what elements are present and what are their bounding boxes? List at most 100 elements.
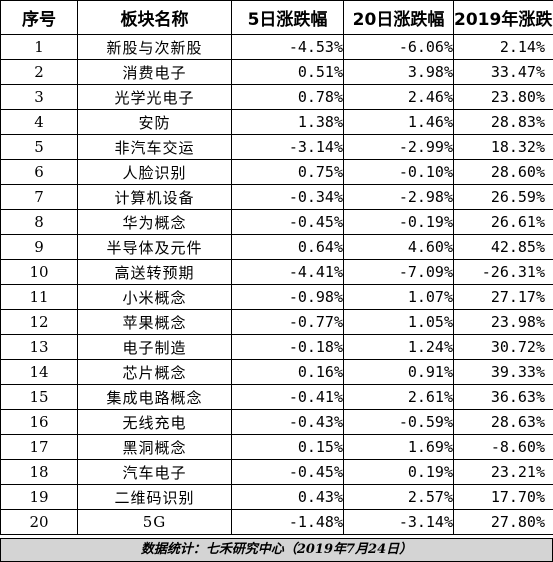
change-5day-cell: 0.15% <box>231 434 344 460</box>
sector-name-cell: 新股与次新股 <box>77 34 232 60</box>
change-5day-cell: -3.14% <box>231 134 344 160</box>
table-row: 6 人脸识别 0.75% -0.10% 28.60% <box>0 159 553 185</box>
row-index-cell: 5 <box>0 134 78 160</box>
change-5day-cell: -4.41% <box>231 259 344 285</box>
table-row: 5 非汽车交运 -3.14% -2.99% 18.32% <box>0 134 553 160</box>
row-index-cell: 10 <box>0 259 78 285</box>
sector-name-cell: 计算机设备 <box>77 184 232 210</box>
row-index-cell: 1 <box>0 34 78 60</box>
change-5day-cell: -0.18% <box>231 334 344 360</box>
header-2019-change: 2019年涨跌幅 <box>453 0 553 35</box>
change-20day-cell: -0.19% <box>343 209 454 235</box>
sector-name-cell: 华为概念 <box>77 209 232 235</box>
change-5day-cell: -0.98% <box>231 284 344 310</box>
change-5day-cell: 1.38% <box>231 109 344 135</box>
sector-name-cell: 5G <box>77 509 232 535</box>
header-20day-change: 20日涨跌幅 <box>343 0 454 35</box>
table-row: 3 光学光电子 0.78% 2.46% 23.80% <box>0 84 553 110</box>
row-index-cell: 12 <box>0 309 78 335</box>
change-2019-cell: 18.32% <box>453 134 553 160</box>
change-2019-cell: 23.21% <box>453 459 553 485</box>
change-2019-cell: 39.33% <box>453 359 553 385</box>
table-body: 1 新股与次新股 -4.53% -6.06% 2.14% 2 消费电子 0.51% 3.98% 3… <box>0 34 553 535</box>
change-20day-cell: -6.06% <box>343 34 454 60</box>
change-20day-cell: -0.10% <box>343 159 454 185</box>
sector-name-cell: 集成电路概念 <box>77 384 232 410</box>
change-5day-cell: 0.16% <box>231 359 344 385</box>
sector-name-cell: 高送转预期 <box>77 259 232 285</box>
row-index-cell: 8 <box>0 209 78 235</box>
table-row: 12 苹果概念 -0.77% 1.05% 23.98% <box>0 309 553 335</box>
change-20day-cell: 0.19% <box>343 459 454 485</box>
table-row: 9 半导体及元件 0.64% 4.60% 42.85% <box>0 234 553 260</box>
sector-name-cell: 安防 <box>77 109 232 135</box>
row-index-cell: 19 <box>0 484 78 510</box>
change-5day-cell: -4.53% <box>231 34 344 60</box>
table-row: 8 华为概念 -0.45% -0.19% 26.61% <box>0 209 553 235</box>
table-row: 10 高送转预期 -4.41% -7.09% -26.31% <box>0 259 553 285</box>
change-2019-cell: 26.61% <box>453 209 553 235</box>
change-2019-cell: 17.70% <box>453 484 553 510</box>
change-2019-cell: 42.85% <box>453 234 553 260</box>
change-2019-cell: 28.83% <box>453 109 553 135</box>
row-index-cell: 11 <box>0 284 78 310</box>
row-index-cell: 6 <box>0 159 78 185</box>
change-2019-cell: 28.60% <box>453 159 553 185</box>
row-index-cell: 15 <box>0 384 78 410</box>
header-index: 序号 <box>0 0 78 35</box>
change-5day-cell: -0.77% <box>231 309 344 335</box>
table-row: 1 新股与次新股 -4.53% -6.06% 2.14% <box>0 34 553 60</box>
sector-name-cell: 小米概念 <box>77 284 232 310</box>
row-index-cell: 13 <box>0 334 78 360</box>
sector-name-cell: 无线充电 <box>77 409 232 435</box>
change-2019-cell: -8.60% <box>453 434 553 460</box>
change-20day-cell: 2.57% <box>343 484 454 510</box>
sector-name-cell: 芯片概念 <box>77 359 232 385</box>
sector-name-cell: 人脸识别 <box>77 159 232 185</box>
table-row: 7 计算机设备 -0.34% -2.98% 26.59% <box>0 184 553 210</box>
change-5day-cell: 0.75% <box>231 159 344 185</box>
change-2019-cell: 33.47% <box>453 59 553 85</box>
sector-name-cell: 苹果概念 <box>77 309 232 335</box>
change-5day-cell: -0.45% <box>231 209 344 235</box>
sector-name-cell: 汽车电子 <box>77 459 232 485</box>
change-20day-cell: -2.99% <box>343 134 454 160</box>
change-20day-cell: 2.46% <box>343 84 454 110</box>
change-2019-cell: 27.17% <box>453 284 553 310</box>
change-5day-cell: 0.43% <box>231 484 344 510</box>
change-20day-cell: 1.24% <box>343 334 454 360</box>
change-5day-cell: -0.34% <box>231 184 344 210</box>
row-index-cell: 16 <box>0 409 78 435</box>
change-2019-cell: 26.59% <box>453 184 553 210</box>
change-20day-cell: -2.98% <box>343 184 454 210</box>
change-20day-cell: 1.69% <box>343 434 454 460</box>
row-index-cell: 18 <box>0 459 78 485</box>
table-row: 15 集成电路概念 -0.41% 2.61% 36.63% <box>0 384 553 410</box>
table-row: 18 汽车电子 -0.45% 0.19% 23.21% <box>0 459 553 485</box>
change-2019-cell: 36.63% <box>453 384 553 410</box>
sector-name-cell: 电子制造 <box>77 334 232 360</box>
change-20day-cell: 1.46% <box>343 109 454 135</box>
change-2019-cell: -26.31% <box>453 259 553 285</box>
sector-name-cell: 二维码识别 <box>77 484 232 510</box>
source-footer: 数据统计：七禾研究中心（2019年7月24日） <box>0 538 553 562</box>
change-5day-cell: -0.41% <box>231 384 344 410</box>
change-2019-cell: 2.14% <box>453 34 553 60</box>
row-index-cell: 7 <box>0 184 78 210</box>
row-index-cell: 4 <box>0 109 78 135</box>
sector-name-cell: 消费电子 <box>77 59 232 85</box>
sector-name-cell: 半导体及元件 <box>77 234 232 260</box>
table-row: 14 芯片概念 0.16% 0.91% 39.33% <box>0 359 553 385</box>
table-header-row: 序号 板块名称 5日涨跌幅 20日涨跌幅 2019年涨跌幅 <box>0 0 553 35</box>
change-20day-cell: 2.61% <box>343 384 454 410</box>
sector-name-cell: 光学光电子 <box>77 84 232 110</box>
change-5day-cell: -0.43% <box>231 409 344 435</box>
change-2019-cell: 23.80% <box>453 84 553 110</box>
change-20day-cell: 0.91% <box>343 359 454 385</box>
change-5day-cell: 0.64% <box>231 234 344 260</box>
change-20day-cell: 3.98% <box>343 59 454 85</box>
header-5day-change: 5日涨跌幅 <box>231 0 344 35</box>
sector-performance-table: 序号 板块名称 5日涨跌幅 20日涨跌幅 2019年涨跌幅 1新股与次新股-4.… <box>0 0 553 535</box>
row-index-cell: 20 <box>0 509 78 535</box>
